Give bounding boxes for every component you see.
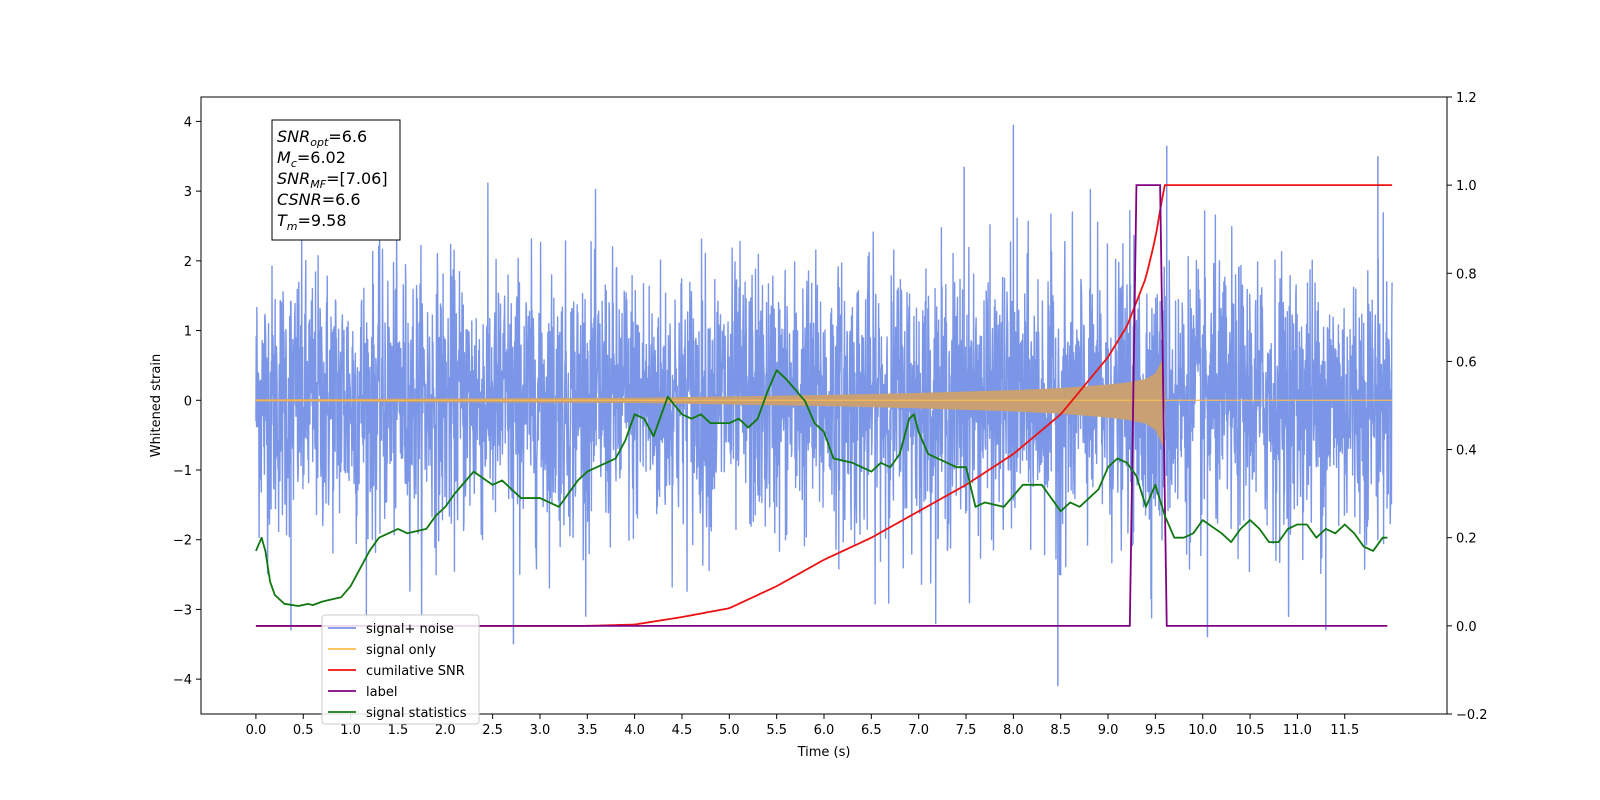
- y2-tick-label: 0.4: [1456, 444, 1477, 459]
- x-tick-label: 4.5: [672, 723, 693, 738]
- legend-frame: [321, 614, 480, 725]
- x-tick-label: 1.5: [388, 723, 409, 738]
- y2-tick-label: −0.2: [1456, 708, 1488, 723]
- legend: signal+ noise signal only cumilative SNR la…: [321, 614, 480, 725]
- x-tick-label: 11.0: [1283, 723, 1312, 738]
- y2-tick-label: 0.0: [1456, 620, 1477, 635]
- legend-label: signal only: [366, 643, 436, 658]
- signal-plus-noise-line: [255, 182, 1393, 625]
- y-tick-label: 0: [184, 394, 192, 409]
- x-tick-label: 0.5: [293, 723, 314, 738]
- x-tick-label: 8.5: [1050, 723, 1071, 738]
- label-line: [255, 184, 1388, 627]
- x-tick-label: 5.5: [766, 723, 787, 738]
- x-tick-label: 9.5: [1145, 723, 1166, 738]
- y-tick-label: 3: [184, 185, 192, 200]
- series-signal-only: [255, 358, 1393, 447]
- legend-label: label: [366, 685, 397, 700]
- info-line: CSNR=6.6: [277, 190, 361, 209]
- y2-tick-label: 0.8: [1456, 267, 1477, 282]
- series-signal-plus-noise: [255, 124, 1393, 687]
- y-tick-label: −4: [173, 673, 192, 688]
- info-line: SNRMF=[7.06]: [277, 169, 388, 191]
- y2-tick-label: 1.0: [1456, 179, 1477, 194]
- info-line: SNRopt=6.6: [277, 127, 367, 149]
- x-tick-label: 5.0: [719, 723, 740, 738]
- x-tick-label: 6.0: [814, 723, 835, 738]
- y2-tick-label: 0.6: [1456, 355, 1477, 370]
- y-tick-label: −3: [173, 603, 192, 618]
- y-tick-label: −1: [173, 464, 192, 479]
- x-tick-label: 10.5: [1236, 723, 1265, 738]
- y-axis-label: Whitened strain: [149, 354, 164, 457]
- x-tick-label: 7.5: [956, 723, 977, 738]
- y2-tick-label: 0.2: [1456, 532, 1477, 547]
- x-tick-label: 0.0: [246, 723, 267, 738]
- legend-label: cumilative SNR: [366, 664, 465, 679]
- y-tick-label: 1: [184, 325, 192, 340]
- y-tick-label: 4: [184, 115, 192, 130]
- info-box-frame: [271, 119, 401, 241]
- legend-label: signal statistics: [366, 706, 467, 721]
- x-tick-label: 2.5: [482, 723, 503, 738]
- x-tick-label: 10.0: [1188, 723, 1217, 738]
- x-tick-label: 2.0: [435, 723, 456, 738]
- x-tick-label: 3.5: [577, 723, 598, 738]
- info-line: Mc=6.02: [277, 148, 346, 170]
- legend-label: signal+ noise: [366, 622, 454, 637]
- axes: 0.0 0.5 1.0 1.5 2.0 2.5 3.0 3.5 4.0 4.5 5.0 5.5 6.0 6…: [149, 91, 1488, 760]
- info-line: Tm=9.58: [277, 211, 347, 233]
- x-tick-label: 11.5: [1330, 723, 1359, 738]
- y-tick-label: −2: [173, 534, 192, 549]
- y-tick-label: 2: [184, 255, 192, 270]
- x-tick-label: 7.0: [908, 723, 929, 738]
- x-tick-label: 1.0: [340, 723, 361, 738]
- x-axis-label: Time (s): [797, 745, 851, 760]
- y2-tick-label: 1.2: [1456, 91, 1477, 106]
- x-tick-label: 3.0: [530, 723, 551, 738]
- x-tick-label: 8.0: [1003, 723, 1024, 738]
- x-tick-label: 4.0: [624, 723, 645, 738]
- x-tick-label: 6.5: [861, 723, 882, 738]
- signal-statistics-line: [255, 369, 1388, 607]
- x-tick-label: 9.0: [1098, 723, 1119, 738]
